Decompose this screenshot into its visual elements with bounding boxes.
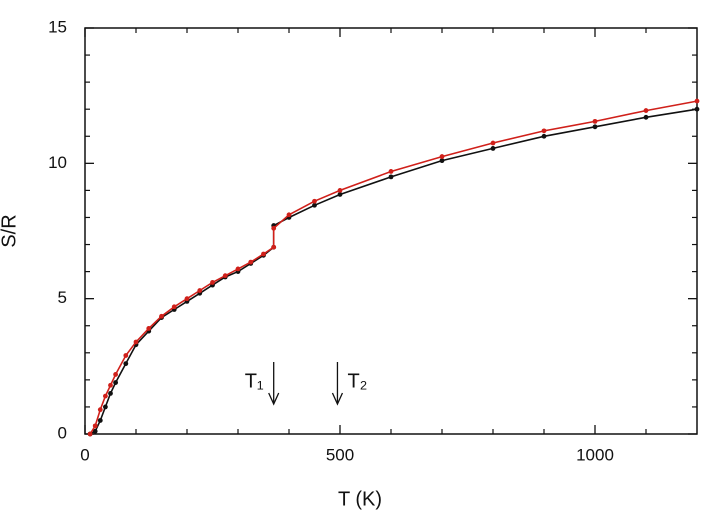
- data-point: [123, 353, 129, 358]
- x-tick-label: 0: [80, 445, 89, 464]
- data-point: [261, 251, 266, 257]
- data-point: [108, 382, 113, 388]
- x-axis-label: T (K): [338, 488, 382, 510]
- y-tick-label: 10: [48, 153, 67, 172]
- annotation-arrowhead: [331, 392, 344, 406]
- data-point: [337, 188, 343, 193]
- data-point: [103, 404, 108, 410]
- data-point: [694, 106, 700, 112]
- data-point: [312, 202, 317, 208]
- plot-frame: [84, 27, 698, 435]
- data-point: [113, 380, 118, 385]
- data-point: [92, 428, 98, 434]
- data-point: [97, 407, 103, 413]
- data-point: [248, 259, 254, 265]
- x-tick-label: 500: [326, 445, 354, 464]
- data-point: [87, 431, 93, 437]
- data-point: [210, 280, 215, 285]
- data-point: [337, 192, 343, 197]
- data-point: [643, 114, 649, 120]
- data-point: [271, 225, 277, 231]
- y-axis-label: S/R: [0, 214, 20, 247]
- data-point: [184, 296, 190, 302]
- data-point: [286, 212, 292, 218]
- data-point: [92, 423, 98, 429]
- data-point: [592, 118, 598, 124]
- y-tick-label: 5: [58, 288, 67, 307]
- data-point: [439, 158, 445, 164]
- data-point: [312, 198, 317, 204]
- data-point: [171, 304, 177, 310]
- data-point: [123, 361, 129, 367]
- annotation-label: T₁: [245, 370, 264, 392]
- y-tick-label: 15: [48, 17, 67, 36]
- data-point: [694, 98, 700, 104]
- data-point: [388, 169, 394, 174]
- data-point: [490, 140, 496, 146]
- data-point: [439, 154, 445, 159]
- data-point: [388, 174, 394, 180]
- data-point: [197, 288, 203, 293]
- x-tick-label: 1000: [576, 445, 614, 464]
- data-point: [271, 244, 277, 250]
- annotation-arrowhead: [268, 392, 280, 406]
- data-point: [97, 418, 103, 423]
- data-point: [108, 391, 113, 396]
- data-point: [146, 326, 152, 331]
- data-point: [103, 393, 108, 399]
- data-point: [235, 266, 241, 272]
- annotation-label: T₂: [347, 370, 367, 392]
- data-point: [222, 273, 228, 279]
- data-point: [159, 313, 164, 319]
- data-point: [541, 128, 547, 134]
- data-point: [592, 124, 598, 130]
- data-point: [490, 146, 496, 151]
- data-point: [133, 339, 139, 345]
- data-point: [541, 133, 547, 139]
- data-point: [643, 108, 649, 113]
- y-tick-label: 0: [58, 423, 67, 442]
- series-line: [89, 100, 698, 435]
- data-point: [113, 372, 118, 377]
- series-line: [89, 108, 698, 435]
